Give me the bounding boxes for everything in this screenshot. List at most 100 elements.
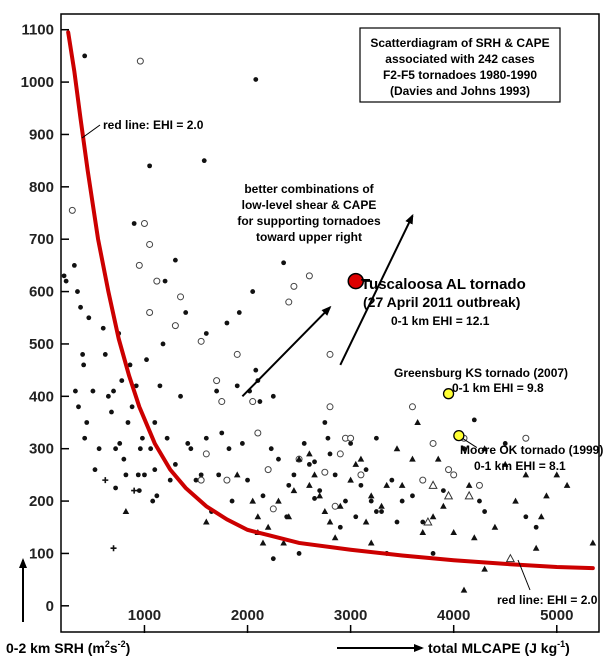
data-point-filled-circle <box>152 467 158 473</box>
greensburg-ehi-label: 0-1 km EHI = 9.8 <box>452 381 544 395</box>
data-point-open-circle <box>233 350 241 358</box>
data-point-filled-triangle <box>440 502 447 509</box>
y-tick-label: 700 <box>29 231 54 248</box>
chart-title-line-4: (Davies and Johns 1993) <box>390 84 530 98</box>
data-point-filled-triangle <box>501 460 509 467</box>
y-tick-label: 1000 <box>21 74 54 91</box>
data-point-open-triangle <box>423 516 433 526</box>
data-point-filled-circle <box>373 509 379 514</box>
data-point-filled-triangle <box>285 513 293 520</box>
data-point-filled-circle <box>117 441 123 446</box>
data-point-filled-circle <box>250 289 256 294</box>
data-point-filled-triangle <box>264 523 272 530</box>
data-point-filled-circle <box>164 435 170 441</box>
data-point-filled-circle <box>332 472 338 478</box>
data-point-filled-triangle <box>563 481 571 488</box>
data-point-filled-circle <box>162 278 168 284</box>
data-point-filled-circle <box>325 435 331 441</box>
data-point-filled-circle <box>203 331 209 336</box>
data-point-filled-circle <box>477 498 482 504</box>
data-point-filled-circle <box>135 472 141 478</box>
ehi-leader-bottom <box>517 559 531 591</box>
data-point-filled-triangle <box>378 502 385 509</box>
data-point-filled-circle <box>523 514 529 520</box>
data-point-filled-circle <box>92 467 98 473</box>
data-point-open-circle <box>213 377 221 385</box>
data-point-filled-circle <box>379 509 384 514</box>
data-point-filled-circle <box>188 446 194 452</box>
data-point-filled-circle <box>301 441 307 446</box>
data-point-filled-triangle <box>290 487 298 494</box>
data-point-filled-circle <box>440 488 446 493</box>
data-point-open-triangle <box>428 480 438 489</box>
data-point-open-circle <box>136 57 144 65</box>
plot-frame <box>60 13 600 633</box>
data-point-filled-circle <box>123 472 129 478</box>
data-point-filled-triangle <box>321 508 329 515</box>
x-tick-label: 1000 <box>128 607 161 624</box>
data-point-filled-circle <box>291 472 297 478</box>
data-point-filled-circle <box>113 485 118 491</box>
better-line-2: low-level shear & CAPE <box>242 198 377 212</box>
data-point-filled-circle <box>125 420 131 425</box>
data-point-filled-triangle <box>481 445 488 452</box>
data-point-filled-circle <box>172 462 178 467</box>
data-point-open-circle <box>68 206 76 214</box>
data-point-filled-circle <box>229 498 235 504</box>
x-tick-label: 4000 <box>437 607 470 624</box>
data-point-filled-circle <box>150 498 156 504</box>
data-point-filled-circle <box>75 289 80 294</box>
data-point-filled-triangle <box>522 471 530 478</box>
data-point-open-triangle <box>443 490 454 500</box>
data-point-filled-circle <box>257 399 263 404</box>
data-point-plus <box>110 545 117 552</box>
direction-arrow <box>241 305 332 398</box>
ehi-leader-top <box>81 124 101 139</box>
data-point-filled-circle <box>183 310 189 315</box>
data-point-open-circle <box>177 293 185 301</box>
data-point-filled-triangle <box>419 528 427 535</box>
data-point-filled-circle <box>317 488 323 493</box>
data-point-open-circle <box>305 272 313 280</box>
data-point-filled-circle <box>389 477 395 483</box>
data-point-filled-circle <box>226 446 232 452</box>
data-point-filled-circle <box>100 325 106 331</box>
data-point-filled-triangle <box>450 528 457 535</box>
data-point-filled-circle <box>268 446 274 452</box>
data-point-open-circle <box>347 434 355 442</box>
data-point-filled-circle <box>368 498 374 504</box>
data-point-filled-circle <box>84 420 90 425</box>
data-point-filled-circle <box>281 260 287 266</box>
data-point-filled-circle <box>160 341 166 347</box>
data-point-filled-circle <box>76 404 81 410</box>
data-point-filled-circle <box>337 524 343 530</box>
data-point-filled-triangle <box>233 471 241 478</box>
data-point-open-circle <box>326 403 334 411</box>
data-point-open-circle <box>249 398 257 406</box>
data-point-filled-triangle <box>306 450 313 457</box>
data-point-filled-triangle <box>367 539 375 546</box>
data-point-filled-circle <box>358 482 364 488</box>
data-point-filled-circle <box>286 482 292 488</box>
data-point-filled-circle <box>152 420 158 425</box>
y-tick-label: 300 <box>29 441 54 458</box>
data-point-open-circle <box>522 434 530 442</box>
data-point-filled-triangle <box>409 455 416 462</box>
data-point-filled-triangle <box>352 460 360 467</box>
data-point-filled-triangle <box>429 513 437 520</box>
data-point-filled-circle <box>147 163 153 169</box>
chart-title-line-2: associated with 242 cases <box>385 52 535 66</box>
data-point-filled-circle <box>201 158 207 164</box>
data-point-open-circle <box>197 476 205 484</box>
data-point-filled-circle <box>61 273 67 279</box>
data-point-filled-circle <box>216 472 222 478</box>
data-point-filled-circle <box>420 519 426 525</box>
data-point-filled-circle <box>136 488 142 493</box>
data-point-open-circle <box>419 476 427 484</box>
data-point-filled-triangle <box>512 497 519 504</box>
y-tick-label: 900 <box>29 126 54 143</box>
data-point-open-circle <box>445 466 453 474</box>
data-point-filled-circle <box>461 446 467 452</box>
